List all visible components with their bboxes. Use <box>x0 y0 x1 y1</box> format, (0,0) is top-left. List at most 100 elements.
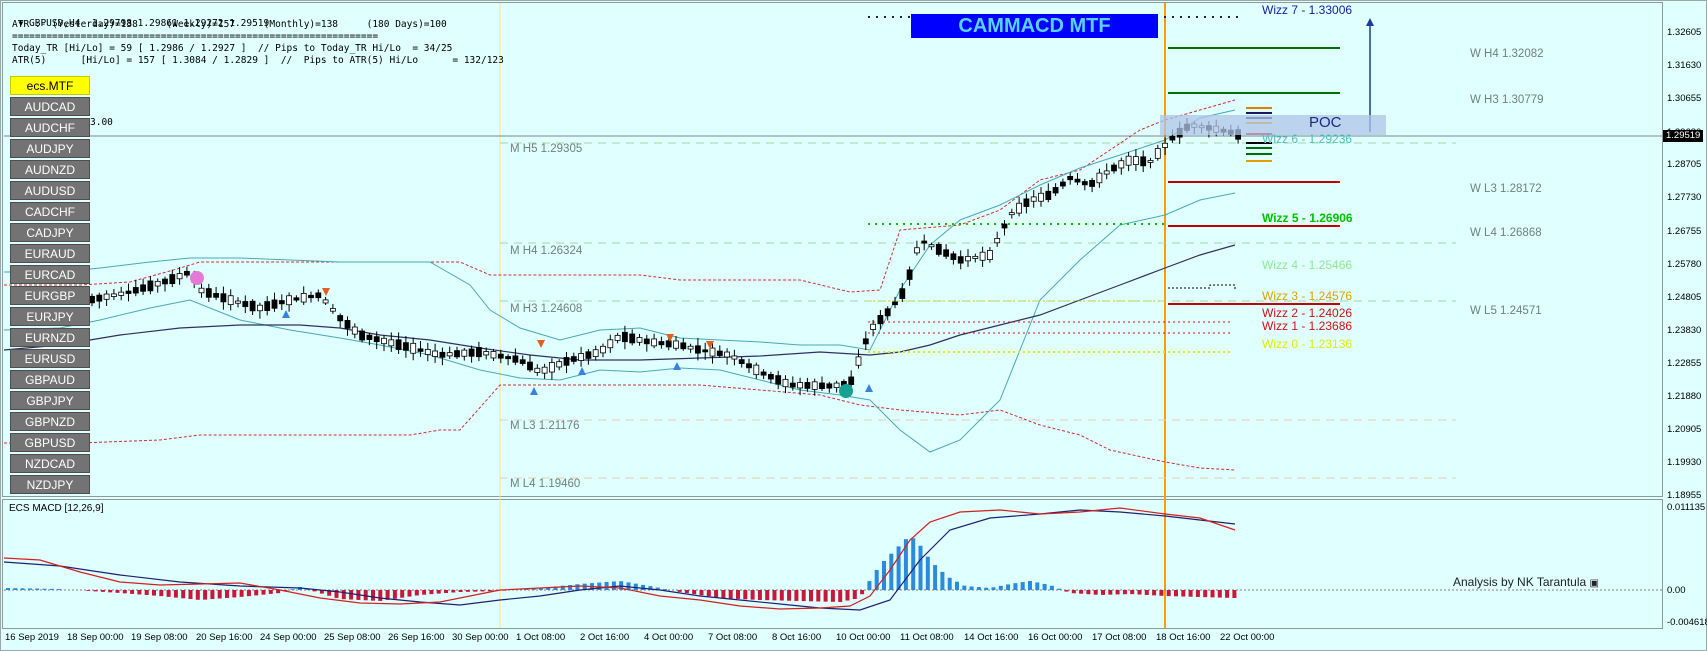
macd-bar <box>1108 590 1113 595</box>
candle-body <box>417 348 424 352</box>
macd-bar <box>1057 588 1062 590</box>
projection-box <box>1168 284 1236 290</box>
symbol-button[interactable]: EURCAD <box>10 265 90 284</box>
candle-body <box>950 253 957 260</box>
macd-subwindow[interactable] <box>2 499 1663 629</box>
symbol-button[interactable]: GBPNZD <box>10 412 90 431</box>
main-chart-area[interactable] <box>2 2 1663 497</box>
symbol-button[interactable]: EURGBP <box>10 286 90 305</box>
macd-bar <box>1042 583 1047 590</box>
macd-axis-zero: 0.00 <box>1667 585 1686 596</box>
analysis-credit: Analysis by NK Tarantula ▣ <box>1453 575 1599 589</box>
macd-bar <box>49 588 54 590</box>
candle-body <box>183 270 190 276</box>
macd-bar <box>721 590 726 599</box>
macd-bar <box>714 590 719 598</box>
symbol-button[interactable]: EURAUD <box>10 244 90 263</box>
macd-bar <box>93 590 98 592</box>
candle-body <box>125 290 132 294</box>
candle-body <box>921 240 928 244</box>
symbol-button[interactable]: NZDCAD <box>10 454 90 473</box>
macd-bar <box>1188 590 1193 597</box>
buy-arrows <box>282 310 873 395</box>
macd-bar <box>451 590 456 593</box>
symbol-button[interactable]: EURJPY <box>10 307 90 326</box>
candle-body <box>205 288 212 298</box>
current-price-tag: 1.29519 <box>1663 130 1704 142</box>
macd-bar <box>809 590 813 602</box>
candle-body <box>162 278 168 285</box>
macd-bar <box>867 581 872 590</box>
candle-body <box>994 238 1001 244</box>
macd-bar <box>1101 590 1105 595</box>
candle-body <box>213 293 220 298</box>
symbol-button[interactable]: CADCHF <box>10 202 90 221</box>
macd-bar <box>1203 590 1208 598</box>
candle-body <box>1067 176 1074 181</box>
candle-body <box>826 383 833 389</box>
candle-body <box>797 382 803 389</box>
candle-body <box>359 330 366 341</box>
today-tr-line: Today_TR [Hi/Lo] = 59 [ 1.2986 / 1.2927 … <box>12 43 453 54</box>
candle-body <box>979 251 986 261</box>
collapse-triangle-icon[interactable]: ▼ <box>18 19 24 28</box>
candle-body <box>1103 170 1110 175</box>
candle-body <box>753 364 760 376</box>
macd-bar <box>13 588 18 590</box>
price-tick: 1.25780 <box>1667 259 1702 270</box>
time-tick: 4 Oct 00:00 <box>644 632 694 643</box>
macd-bar <box>181 590 186 599</box>
symbol-button-ecs-mtf[interactable]: ecs.MTF <box>10 76 90 95</box>
pivot-label-m-l3: M L3 1.21176 <box>510 420 580 432</box>
candle-body <box>111 293 117 297</box>
candle-body <box>344 320 351 329</box>
symbol-button[interactable]: GBPAUD <box>10 370 90 389</box>
macd-bar <box>633 583 638 590</box>
candle-body <box>877 315 884 325</box>
time-tick: 18 Oct 16:00 <box>1156 632 1211 643</box>
candle-body <box>570 356 577 362</box>
candle-body <box>410 342 417 354</box>
candle-body <box>731 355 738 360</box>
macd-bar <box>765 590 770 601</box>
symbol-button[interactable]: AUDUSD <box>10 181 90 200</box>
macd-bar <box>407 590 412 597</box>
wizz6-label: Wizz 6 - 1.29236 <box>1262 132 1353 146</box>
candle-body <box>1060 181 1066 187</box>
macd-bar <box>1181 590 1186 597</box>
candle-body <box>256 304 263 312</box>
symbol-button[interactable]: GBPJPY <box>10 391 90 410</box>
candle-body <box>1023 198 1030 207</box>
macd-bar <box>1217 590 1222 598</box>
symbol-button[interactable]: NZDJPY <box>10 475 90 494</box>
candle-body <box>600 345 606 354</box>
macd-bar <box>918 545 923 590</box>
macd-bar <box>882 561 886 590</box>
macd-bar <box>100 590 105 592</box>
candle-body <box>497 353 504 359</box>
macd-bar <box>925 556 930 590</box>
symbol-button[interactable]: EURUSD <box>10 349 90 368</box>
macd-bar <box>889 553 894 590</box>
candle-body <box>140 284 147 292</box>
candle-body <box>1081 181 1088 186</box>
macd-bar <box>487 590 492 592</box>
macd-bar <box>341 590 346 600</box>
symbol-button[interactable]: AUDCAD <box>10 97 90 116</box>
macd-bar <box>626 582 631 590</box>
symbol-button[interactable]: AUDJPY <box>10 139 90 158</box>
macd-bar <box>655 587 660 590</box>
symbol-button[interactable]: AUDCHF <box>10 118 90 137</box>
pivot-label-m-l4: M L4 1.19460 <box>510 478 581 490</box>
symbol-button[interactable]: CADJPY <box>10 223 90 242</box>
candle-body <box>848 376 855 385</box>
macd-bar <box>1130 590 1135 595</box>
price-tick: 1.30655 <box>1667 93 1702 104</box>
candle-body <box>388 339 395 347</box>
candle-body <box>154 280 161 287</box>
symbol-button[interactable]: EURNZD <box>10 328 90 347</box>
macd-bar <box>86 590 91 591</box>
symbol-button[interactable]: GBPUSD <box>10 433 90 452</box>
wizz7-label: Wizz 7 - 1.33006 <box>1262 3 1353 17</box>
symbol-button[interactable]: AUDNZD <box>10 160 90 179</box>
